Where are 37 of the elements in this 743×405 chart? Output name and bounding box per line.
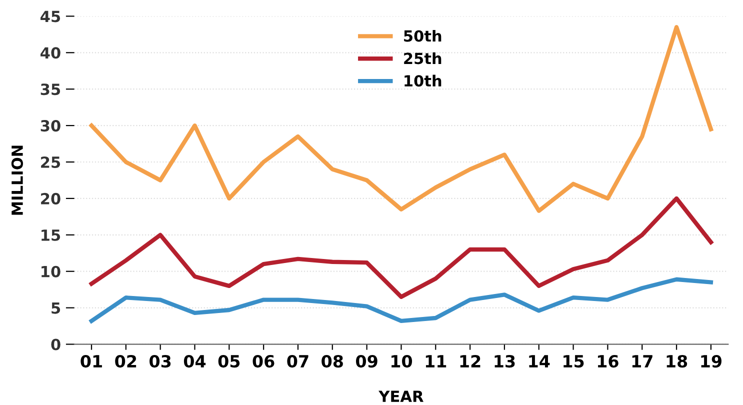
x-tick-label: 05 (218, 354, 240, 368)
x-tick-label: 19 (701, 354, 722, 368)
x-tick-label: 09 (356, 354, 378, 368)
x-axis-title: YEAR (378, 390, 424, 402)
x-tick-label: 15 (564, 355, 584, 368)
y-tick-label: 20 (41, 192, 60, 204)
x-tick-label: 10 (392, 354, 412, 368)
y-tick-label: 45 (40, 10, 60, 22)
line-series (89, 25, 714, 213)
y-tick-label: 35 (40, 84, 60, 96)
y-tick-label: 30 (40, 120, 60, 132)
y-tick-label: 10 (42, 266, 60, 278)
y-tick-label: 0 (51, 338, 60, 350)
x-tick-label: 08 (322, 354, 343, 368)
x-tick-label: 07 (287, 354, 308, 368)
x-tick-label: 12 (460, 354, 480, 368)
y-axis-title: MILLION (11, 146, 23, 215)
x-tick-label: 03 (150, 354, 171, 368)
legend-label: 10th (404, 74, 442, 87)
x-tick-label: 04 (184, 354, 206, 368)
x-tick-label: 13 (494, 354, 515, 368)
x-tick-label: 14 (529, 355, 550, 368)
x-tick-label: 16 (598, 354, 618, 368)
line-series (89, 277, 714, 324)
legend-label: 25th (404, 52, 442, 64)
y-tick-label: 15 (42, 230, 60, 241)
x-tick-label: 17 (632, 355, 652, 368)
line-series (89, 196, 714, 299)
y-tick-label: 40 (40, 47, 60, 59)
x-tick-label: 01 (80, 354, 102, 368)
legend-label: 50th (404, 30, 442, 42)
y-tick-label: 25 (41, 156, 60, 168)
x-tick-label: 11 (426, 355, 446, 368)
x-tick-label: 18 (666, 354, 688, 368)
y-tick-label: 5 (52, 302, 60, 314)
x-tick-label: 02 (115, 354, 136, 368)
x-tick-label: 06 (252, 354, 274, 368)
